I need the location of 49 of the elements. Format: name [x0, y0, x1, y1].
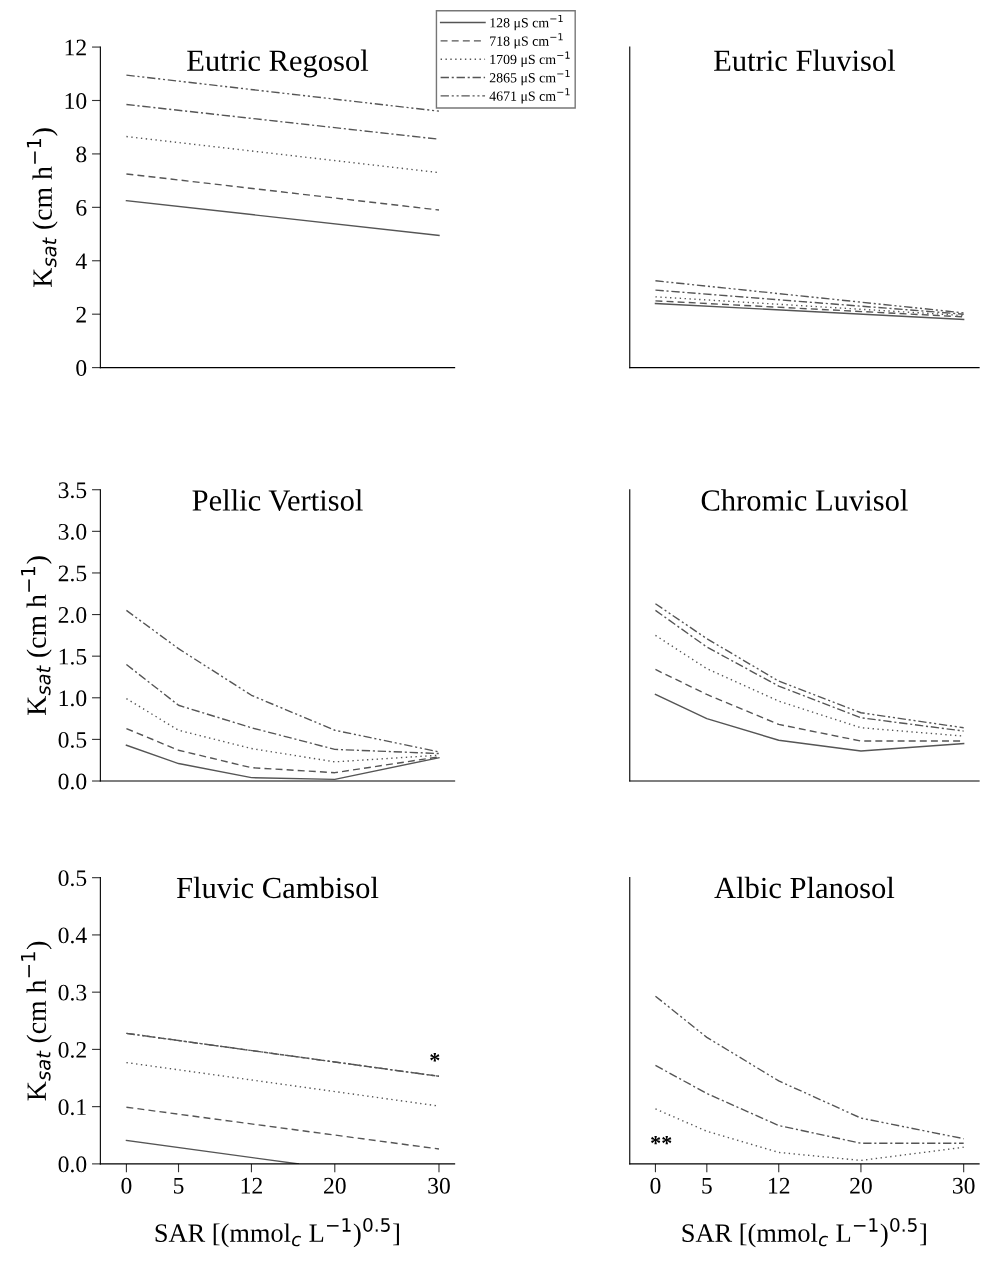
- y-tick-label: 2.5: [58, 565, 87, 582]
- legend-label: 2865 μS cm$^{−1}$: [489, 69, 570, 86]
- y-tick-label: 2: [76, 306, 86, 323]
- y-axis-title: K$_{sat}$ (cm h$^{−1}$): [20, 941, 52, 1101]
- x-tick-label: 5: [173, 1178, 184, 1194]
- x-axis-title: SAR [(mmol$_{c}$ L$^{−1}$)$^{0.5}$]: [155, 1217, 399, 1248]
- legend-label: 4671 μS cm$^{−1}$: [489, 88, 570, 104]
- y-tick-label: 0.5: [58, 731, 87, 748]
- chart-title: Albic Planosol: [714, 876, 895, 899]
- y-tick-label: 10: [65, 92, 87, 109]
- x-tick-label: 0: [121, 1177, 132, 1194]
- chart-title: Eutric Fluvisol: [714, 49, 896, 72]
- x-axis-title: SAR [(mmol$_{c}$ L$^{−1}$)$^{0.5}$]: [682, 1217, 926, 1248]
- x-tick-label: 12: [769, 1177, 790, 1194]
- y-tick-label: 2.0: [58, 607, 87, 624]
- x-tick-label: 30: [428, 1177, 450, 1194]
- x-tick-label: 20: [850, 1177, 872, 1194]
- y-tick-label: 12: [65, 39, 86, 56]
- y-tick-label: 0.2: [58, 1041, 86, 1058]
- y-tick-label: 0.1: [58, 1099, 86, 1116]
- y-tick-label: 1.0: [59, 690, 87, 707]
- y-axis-title: K$_{sat}$ (cm h$^{−1}$): [26, 128, 58, 287]
- x-tick-label: 12: [241, 1177, 262, 1194]
- annotation: **: [651, 1135, 672, 1145]
- y-tick-label: 8: [76, 146, 87, 163]
- chart-title: Pellic Vertisol: [192, 489, 363, 511]
- y-tick-label: 1.5: [59, 648, 87, 665]
- x-tick-label: 20: [324, 1177, 346, 1194]
- y-tick-label: 0.4: [58, 927, 87, 944]
- legend-label: 128 μS cm$^{−1}$: [490, 14, 563, 31]
- chart-title: Eutric Regosol: [187, 49, 369, 78]
- y-tick-label: 4: [75, 253, 87, 269]
- x-tick-label: 5: [702, 1178, 712, 1194]
- y-tick-label: 0.0: [58, 1156, 87, 1173]
- chart-title: Chromic Luvisol: [701, 489, 908, 511]
- y-tick-label: 3.5: [58, 482, 87, 499]
- annotation: *: [430, 1053, 440, 1062]
- chart-title: Fluvic Cambisol: [176, 876, 379, 899]
- y-tick-label: 0.3: [58, 984, 87, 1001]
- legend-label: 718 μS cm$^{−1}$: [490, 33, 563, 49]
- legend-label: 1709 μS cm$^{−1}$: [490, 51, 570, 67]
- y-tick-label: 0.0: [58, 773, 87, 790]
- y-tick-label: 6: [76, 199, 87, 216]
- y-tick-label: 3.0: [58, 523, 87, 540]
- x-tick-label: 30: [952, 1177, 975, 1194]
- y-axis-title: K$_{sat}$ (cm h$^{−1}$): [20, 556, 52, 715]
- y-tick-label: 0: [76, 360, 87, 377]
- y-tick-label: 0.5: [58, 870, 87, 887]
- x-tick-label: 0: [650, 1177, 661, 1194]
